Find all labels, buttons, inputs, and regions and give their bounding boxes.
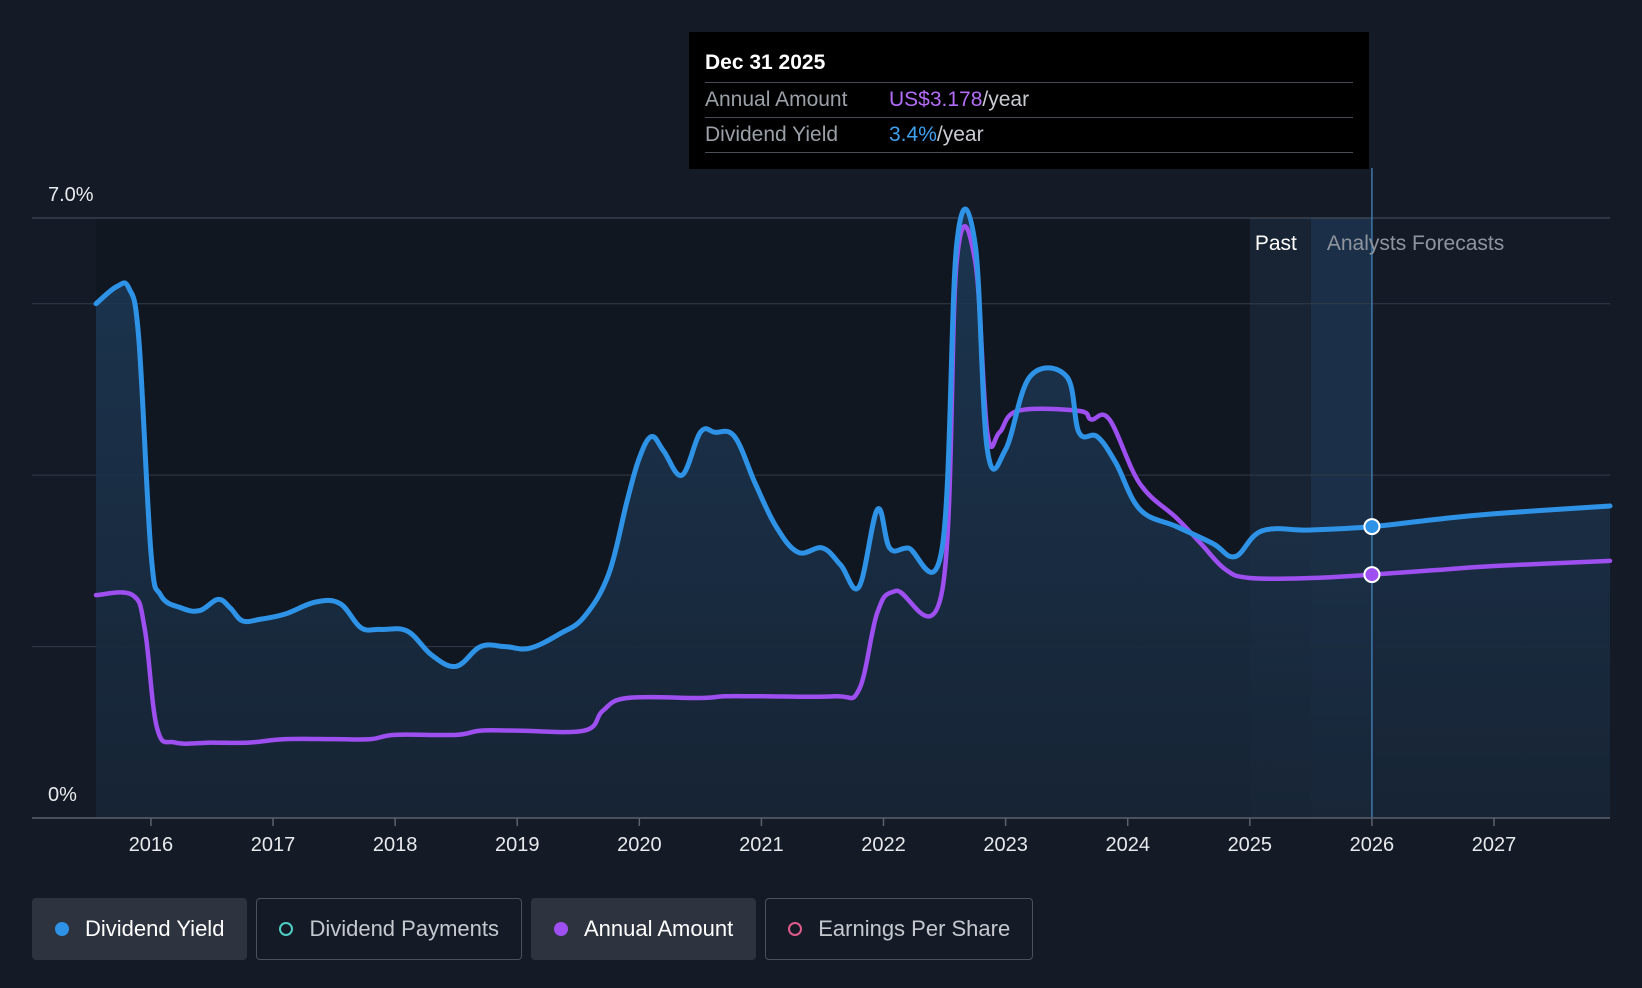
dividend-yield-line	[93, 206, 1613, 670]
past-region-label: Past	[1255, 232, 1297, 255]
tooltip-value: 3.4%	[889, 123, 937, 146]
x-tick-label: 2019	[495, 834, 540, 856]
tooltip-unit: /year	[936, 123, 984, 146]
x-tick-label: 2025	[1228, 834, 1273, 856]
dividend-yield-marker[interactable]	[1363, 518, 1381, 536]
x-tick-label: 2027	[1472, 834, 1517, 856]
tooltip-row-dividend-yield: Dividend Yield 3.4% /year	[705, 118, 1353, 153]
x-tick-label: 2016	[129, 834, 174, 856]
legend-annual-amount[interactable]: Annual Amount	[530, 898, 757, 960]
forecast-region-label: Analysts Forecasts	[1327, 232, 1504, 255]
legend-ring-icon	[279, 922, 294, 936]
chart-tooltip: Dec 31 2025 Annual Amount US$3.178 /year…	[689, 32, 1369, 169]
x-tick-label: 2023	[983, 834, 1028, 856]
legend-label: Earnings Per Share	[818, 916, 1011, 941]
chart-legend: Dividend Yield Dividend Payments Annual …	[32, 898, 1034, 960]
legend-label: Annual Amount	[583, 916, 734, 941]
x-tick-label: 2026	[1350, 834, 1395, 856]
x-tick-label: 2018	[373, 834, 418, 856]
tooltip-label: Dividend Yield	[705, 123, 839, 146]
legend-earnings-per-share[interactable]: Earnings Per Share	[765, 898, 1034, 960]
tooltip-value: US$3.178	[889, 88, 983, 111]
tooltip-row-annual-amount: Annual Amount US$3.178 /year	[705, 83, 1353, 118]
legend-dot-icon	[55, 922, 69, 936]
y-axis-top-label: 7.0%	[48, 184, 94, 206]
tooltip-date: Dec 31 2025	[705, 48, 1353, 83]
x-tick-label: 2017	[251, 834, 296, 856]
y-axis-bottom-label: 0%	[48, 784, 77, 806]
x-tick-label: 2021	[739, 834, 784, 856]
x-tick-label: 2022	[861, 834, 906, 856]
tooltip-unit: /year	[982, 88, 1030, 111]
x-axis-ticks: 2016 2017 2018 2019 2020 2021 2022 2023 2024 2025…	[129, 818, 1517, 856]
legend-ring-icon	[788, 922, 803, 936]
legend-dot-icon	[553, 922, 568, 936]
x-tick-label: 2024	[1105, 834, 1150, 856]
dividend-yield-area	[96, 208, 1610, 818]
legend-label: Dividend Yield	[85, 916, 225, 941]
annual-amount-marker[interactable]	[1363, 566, 1381, 584]
legend-dividend-yield[interactable]: Dividend Yield	[32, 898, 248, 960]
x-tick-label: 2020	[617, 834, 662, 856]
legend-dividend-payments[interactable]: Dividend Payments	[256, 898, 522, 960]
tooltip-label: Annual Amount	[705, 88, 848, 111]
legend-label: Dividend Payments	[309, 916, 499, 941]
